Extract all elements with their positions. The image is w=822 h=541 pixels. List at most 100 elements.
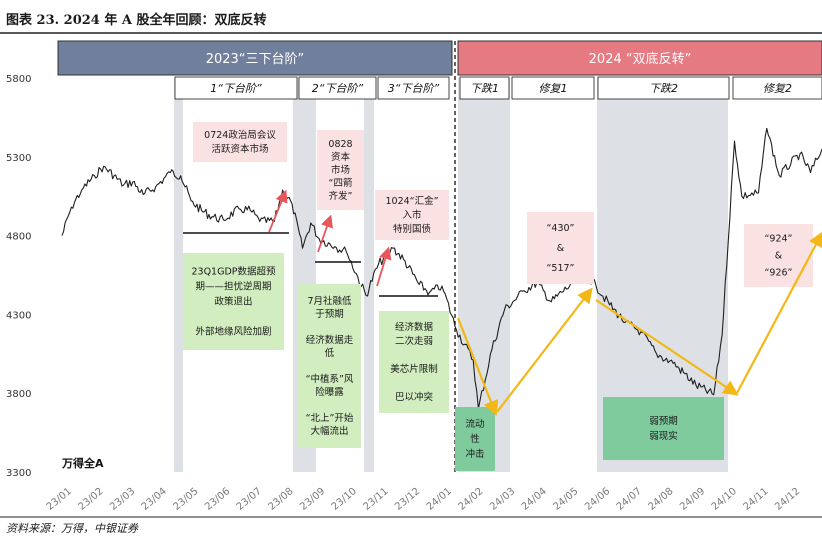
- policy-annotation-text: 0828: [328, 139, 352, 150]
- policy-annotation-text: 资本: [331, 151, 351, 163]
- negative-annotation-text: 性: [470, 433, 480, 445]
- x-tick-label: 23/07: [235, 486, 264, 513]
- x-tick-label: 23/05: [171, 486, 200, 513]
- negative-annotation-text: 期——担忧逆周期: [195, 281, 271, 293]
- yellow-arrow-4: [736, 231, 822, 394]
- policy-annotation-text: “430”: [547, 223, 575, 234]
- policy-annotation-box-1: [193, 122, 287, 162]
- red-arrow-1: [268, 189, 288, 233]
- negative-annotation-box-3: [379, 311, 449, 413]
- y-tick-label: 4300: [6, 310, 31, 321]
- x-tick-label: 24/01: [425, 486, 454, 513]
- policy-annotation-text: 1024“汇金”: [385, 195, 438, 207]
- negative-annotation-text: 二次走弱: [395, 335, 433, 347]
- x-tick-label: 24/04: [520, 486, 549, 513]
- negative-annotation-text: 23Q1GDP数据超预: [191, 266, 276, 278]
- segment-box-4: [459, 76, 510, 100]
- negative-annotation-text: 美芯片限制: [390, 363, 438, 375]
- support-lines: [183, 232, 438, 297]
- negative-annotation-box-5: [603, 397, 724, 460]
- yellow-arrow-3: [595, 299, 739, 396]
- negative-annotation-box-2: [298, 284, 361, 448]
- segment-label: 修复1: [539, 82, 568, 95]
- segment-headers: 1“下台阶” 2“下台阶” 3“下台阶” 下跌1 修复1 下跌2 修复2: [174, 76, 822, 100]
- x-tick-label: 23/03: [108, 486, 137, 513]
- y-tick-label: 3800: [6, 389, 31, 400]
- negative-annotation-text: 险曝露: [315, 386, 344, 398]
- red-arrow-3: [376, 246, 392, 287]
- negative-annotation-text: 冲击: [465, 448, 484, 460]
- negative-annotation-text: “中植系”风: [306, 373, 354, 385]
- policy-annotation-text: 活跃资本市场: [211, 143, 268, 155]
- policy-annotation-text: “926”: [765, 268, 793, 279]
- negative-annotation-text: 弱预期: [649, 416, 678, 427]
- yellow-arrow-2: [496, 287, 593, 413]
- negative-annotation-text: 经济数据: [395, 321, 434, 333]
- x-tick-label: 23/01: [45, 486, 74, 513]
- segment-box-2: [298, 76, 377, 100]
- x-tick-label: 23/10: [330, 486, 359, 513]
- phase-banners: 2023“三下台阶” 2024 “双底反转”: [57, 40, 822, 472]
- x-tick-label: 24/11: [741, 486, 770, 513]
- segment-box-7: [732, 76, 822, 100]
- red-arrow-2: [317, 214, 333, 253]
- negative-annotation-text: 外部地缘风险加剧: [195, 326, 271, 338]
- phase-banner-1: [57, 40, 453, 76]
- x-tick-label: 24/05: [551, 486, 580, 513]
- x-tick-label: 23/11: [361, 486, 390, 513]
- policy-annotation-box-5: [744, 224, 813, 287]
- trend-arrows: [268, 189, 822, 417]
- x-tick-label: 24/07: [615, 486, 644, 513]
- negative-annotation-text: 于预期: [315, 309, 344, 320]
- x-tick-label: 23/02: [76, 486, 105, 513]
- policy-annotation-text: “517”: [547, 263, 575, 274]
- phase-banner-label: 2023“三下台阶”: [206, 52, 305, 67]
- y-tick-label: 5800: [6, 74, 31, 85]
- policy-annotation-text: 特别国债: [393, 223, 432, 235]
- series-label: 万得全A: [61, 456, 104, 470]
- y-tick-label: 4800: [6, 232, 31, 243]
- negative-annotation-text: 政策退出: [214, 296, 252, 308]
- policy-annotation-text: 齐发”: [329, 190, 353, 202]
- x-tick-label: 24/12: [773, 486, 802, 513]
- policy-annotation-text: &: [557, 243, 565, 254]
- segment-box-5: [511, 76, 595, 100]
- negative-annotation-text: 大幅流出: [310, 425, 348, 437]
- policy-annotation-text: 市场: [331, 164, 350, 176]
- segment-box-6: [597, 76, 730, 100]
- yellow-arrow-1: [456, 317, 499, 417]
- x-tick-label: 23/08: [266, 486, 295, 513]
- policy-annotation-text: “924”: [765, 234, 793, 245]
- shaded-region-1: [174, 78, 183, 472]
- negative-annotation-text: 巴以冲突: [395, 391, 434, 403]
- negative-annotation-box-1: [183, 253, 284, 350]
- source-note: 资料来源：万得，中银证券: [6, 522, 139, 535]
- negative-annotation-text: 经济数据走: [306, 334, 354, 346]
- segment-label: 2“下台阶”: [312, 82, 364, 95]
- shaded-region-3: [364, 78, 374, 472]
- segment-label: 1“下台阶”: [210, 82, 262, 95]
- phase-banner-label: 2024 “双底反转”: [589, 51, 692, 67]
- policy-annotation-box-2: [317, 130, 364, 210]
- x-tick-label: 24/08: [646, 486, 675, 513]
- segment-box-3: [377, 76, 450, 100]
- negative-annotation-text: 低: [325, 347, 335, 359]
- negative-annotation-text: 流动: [465, 418, 484, 430]
- negative-annotation-text: 7月社融低: [307, 295, 352, 307]
- negative-annotation-text: 弱现实: [649, 430, 678, 442]
- y-axis: 3300 3800 4300 4800 5300 5800: [6, 74, 31, 479]
- figure-title: 图表 23. 2024 年 A 股全年回顾：双底反转: [6, 12, 267, 28]
- policy-annotation-box-4: [527, 212, 594, 284]
- segment-label: 修复2: [763, 82, 792, 95]
- y-tick-label: 5300: [6, 153, 31, 164]
- x-tick-label: 23/09: [298, 486, 327, 513]
- x-tick-label: 23/04: [140, 486, 169, 513]
- policy-annotation-text: “四箭: [329, 177, 353, 189]
- price-line: [61, 127, 822, 410]
- x-tick-label: 24/03: [488, 486, 517, 513]
- policy-annotation-text: &: [775, 251, 783, 262]
- x-tick-label: 24/10: [710, 486, 739, 513]
